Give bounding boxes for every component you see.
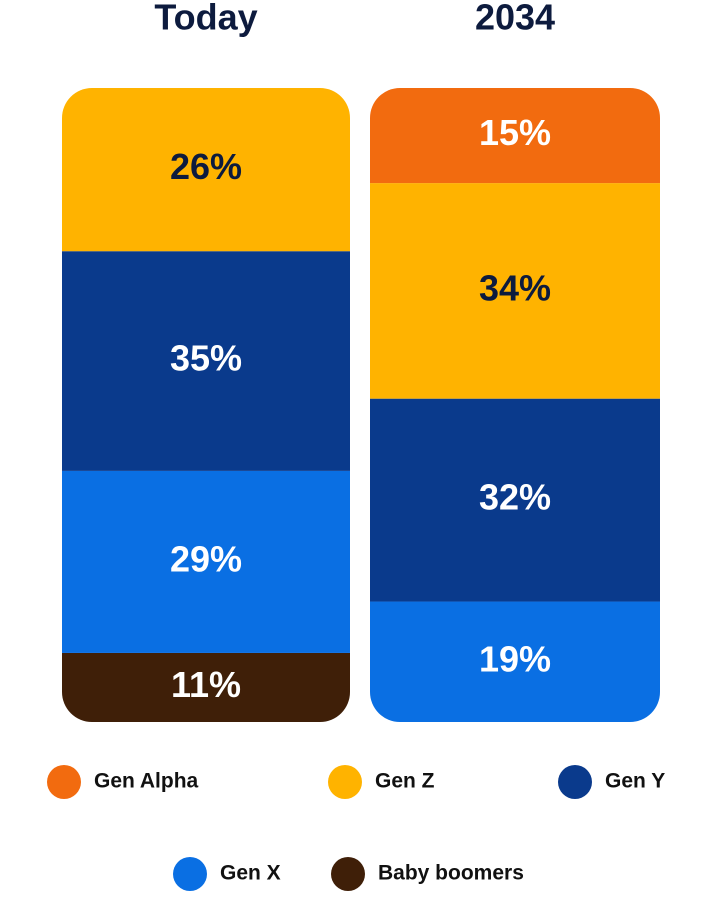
legend-swatch (173, 857, 207, 891)
value-label: 32% (479, 477, 551, 518)
legend-swatch (47, 765, 81, 799)
bar-segment (62, 652, 350, 722)
column (62, 88, 350, 722)
legend-label: Gen Y (605, 770, 665, 793)
value-label: 26% (170, 146, 242, 187)
legend-label: Baby boomers (378, 862, 524, 885)
column-title: Today (154, 0, 257, 38)
bar-segment (62, 470, 350, 653)
column-title: 2034 (475, 0, 555, 38)
legend-swatch (328, 765, 362, 799)
bar-segment (370, 601, 660, 722)
bar-segment (62, 251, 350, 471)
value-label: 29% (170, 538, 242, 579)
value-label: 11% (171, 664, 241, 705)
value-label: 35% (170, 338, 242, 379)
value-label: 34% (479, 267, 551, 308)
legend-swatch (558, 765, 592, 799)
legend-swatch (331, 857, 365, 891)
legend-label: Gen X (220, 862, 281, 885)
legend-label: Gen Alpha (94, 770, 199, 793)
bar-segment (62, 88, 350, 252)
bar-segment (370, 88, 660, 184)
value-label: 15% (479, 112, 551, 153)
bar-segment (370, 183, 660, 399)
column (370, 88, 660, 722)
bar-segment (370, 398, 660, 602)
value-label: 19% (479, 638, 551, 679)
legend-label: Gen Z (375, 770, 435, 793)
